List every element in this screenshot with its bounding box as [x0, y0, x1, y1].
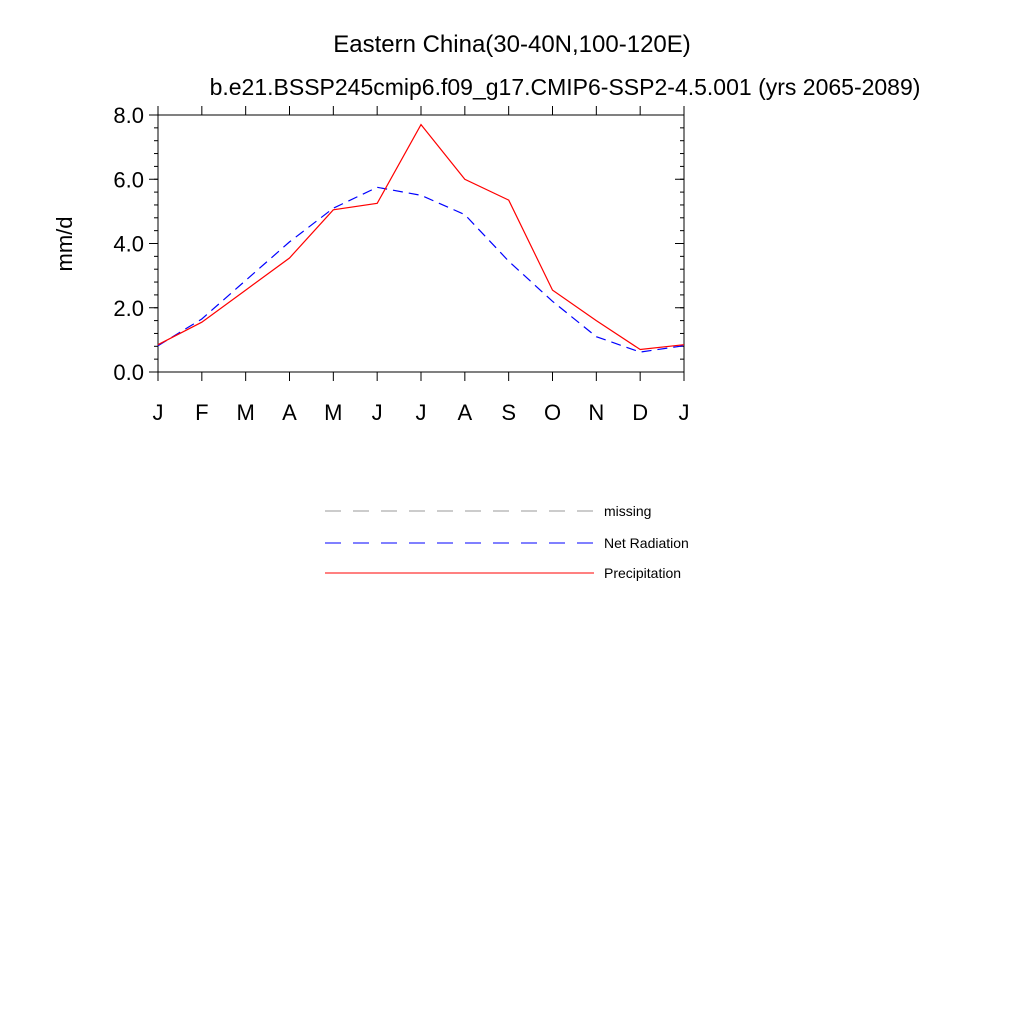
x-tick-label: F: [195, 400, 208, 425]
legend-label: missing: [604, 503, 651, 519]
y-tick-label: 0.0: [113, 360, 144, 385]
y-tick-label: 2.0: [113, 296, 144, 321]
plot-frame: [157, 114, 685, 373]
y-tick-label: 4.0: [113, 232, 144, 257]
y-axis-label: mm/d: [52, 217, 77, 272]
legend-label: Precipitation: [604, 565, 681, 581]
y-tick-label: 8.0: [113, 103, 144, 128]
legend: missing Net Radiation Precipitation: [325, 503, 689, 581]
series-line-net-radiation: [157, 186, 685, 353]
axis-ticks: 0.0 2.0 4.0 6.0 8.0 J F M A M J J A S O N D J: [113, 103, 689, 425]
chart-title: Eastern China(30-40N,100-120E): [333, 31, 691, 58]
y-tick-label: 6.0: [113, 167, 144, 192]
x-tick-label: M: [237, 400, 255, 425]
x-tick-label: S: [501, 400, 516, 425]
legend-label: Net Radiation: [604, 535, 689, 551]
series-line-precipitation: [157, 123, 685, 351]
series-layer: [157, 123, 685, 353]
x-tick-label: J: [153, 400, 164, 425]
x-tick-label: N: [588, 400, 604, 425]
x-tick-label: J: [372, 400, 383, 425]
x-tick-label: A: [457, 400, 472, 425]
x-tick-label: J: [679, 400, 690, 425]
x-tick-label: D: [632, 400, 648, 425]
x-tick-label: A: [282, 400, 297, 425]
x-tick-label: M: [324, 400, 342, 425]
x-tick-label: O: [544, 400, 561, 425]
chart-subtitle: b.e21.BSSP245cmip6.f09_g17.CMIP6-SSP2-4.…: [210, 74, 921, 100]
x-tick-label: J: [416, 400, 427, 425]
